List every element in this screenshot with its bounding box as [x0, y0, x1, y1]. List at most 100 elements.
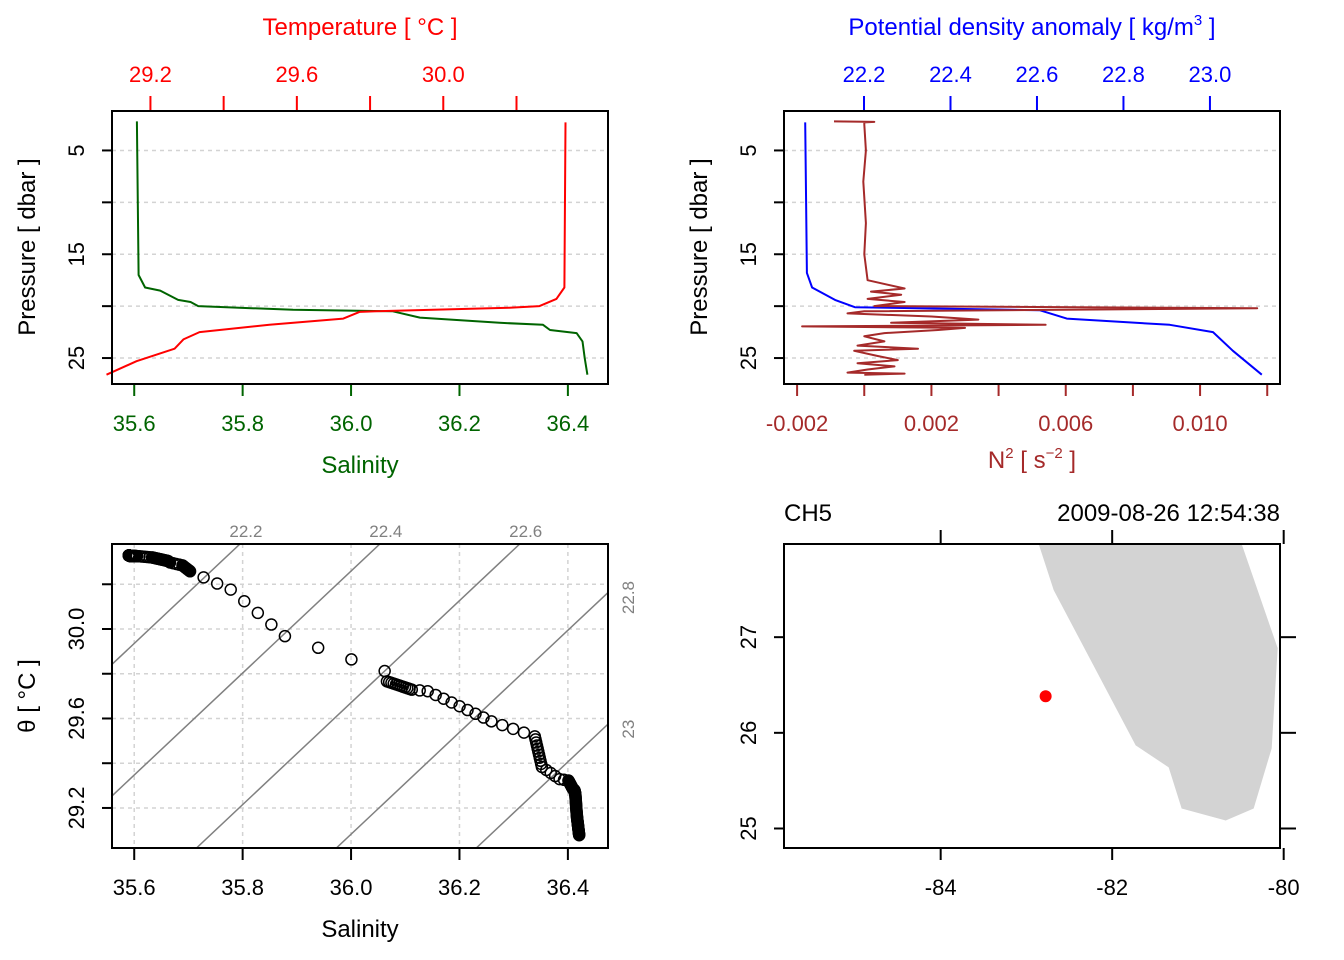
x-tick-label: -0.002	[766, 411, 828, 436]
lon-tick-label: -80	[1268, 875, 1300, 900]
x-tick-label: 35.8	[221, 411, 264, 436]
isopycnal-label: 22.2	[229, 522, 262, 541]
panel-ts-diagram: 22.2 22.4 22.6 22.8 23 35.6 35.8 36.0 36.2 36.4 29…	[14, 522, 638, 943]
profile-line	[801, 120, 1259, 376]
panel-salinity-temperature-profile: 5 15 25 35.6 35.8 36.0 36.2 36.4 29.2 29.6 30.0 Te…	[14, 14, 609, 479]
lat-tick-label: 25	[736, 816, 761, 840]
temperature-axis-title: Temperature [ °C ]	[263, 14, 458, 41]
top-tick-label: 22.6	[1016, 62, 1059, 87]
ts-point	[251, 606, 265, 620]
y-tick-label: 25	[736, 346, 761, 370]
pressure-axis-title: Pressure [ dbar ]	[14, 158, 41, 335]
station-datetime: 2009-08-26 12:54:38	[1057, 500, 1280, 527]
ts-point	[517, 726, 531, 739]
y-tick-label: 29.2	[64, 787, 89, 830]
plot-frame	[111, 543, 609, 849]
ts-point	[238, 595, 251, 608]
x-tick-label: 35.6	[113, 875, 156, 900]
n2-title-text: N	[988, 447, 1005, 474]
ts-point	[445, 696, 458, 709]
top-tick-label: 23.0	[1189, 62, 1232, 87]
x-tick-label: 0.002	[904, 411, 959, 436]
lat-tick-label: 26	[736, 721, 761, 745]
lat-tick-label: 27	[736, 625, 761, 649]
isopycnal-line	[112, 544, 381, 797]
ts-point	[278, 629, 292, 643]
ts-point	[405, 683, 419, 696]
ts-point	[210, 577, 224, 590]
ts-point	[485, 715, 498, 728]
ts-point	[429, 688, 442, 702]
x-tick-label: 35.6	[113, 411, 156, 436]
ts-point	[437, 692, 450, 705]
n2-axis-title: N2 [ s−2 ]	[988, 445, 1076, 474]
y-tick-label: 29.6	[64, 697, 89, 740]
density-axis-title: Potential density anomaly [ kg/m3 ]	[848, 12, 1215, 41]
ts-point	[461, 703, 474, 717]
ts-point	[496, 718, 509, 732]
profile-line	[135, 121, 589, 375]
ts-point	[469, 707, 482, 721]
lon-tick-label: -82	[1096, 875, 1128, 900]
top-tick-label: 22.2	[843, 62, 886, 87]
pressure-axis-title: Pressure [ dbar ]	[686, 158, 713, 335]
density-title-sup: 3	[1194, 12, 1202, 29]
profile-line	[106, 122, 567, 376]
station-name: CH5	[784, 500, 832, 527]
top-tick-label: 29.6	[275, 62, 318, 87]
n2-title-mid: [ s	[1014, 447, 1046, 474]
density-title-text: Potential density anomaly [ kg/m	[848, 14, 1194, 41]
x-tick-label: 36.0	[330, 411, 373, 436]
top-tick-label: 22.4	[929, 62, 972, 87]
top-tick-label: 29.2	[129, 62, 172, 87]
ts-point	[477, 711, 490, 724]
y-tick-label: 25	[64, 346, 89, 370]
x-tick-label: 36.2	[438, 875, 481, 900]
plot-frame	[111, 110, 609, 385]
y-tick-label: 15	[64, 242, 89, 266]
y-tick-label: 15	[736, 242, 761, 266]
plot-frame	[783, 110, 1281, 385]
isopycnal-label: 22.4	[369, 522, 402, 541]
lon-tick-label: -84	[925, 875, 957, 900]
panel-station-map: -84 -82 -80 25 26 27 CH5 2009-08-26 12:54:38	[736, 500, 1300, 900]
y-tick-label: 30.0	[64, 608, 89, 651]
profile-line	[804, 122, 1263, 376]
isopycnal-line	[195, 544, 521, 848]
isopycnal-label: 22.6	[509, 522, 542, 541]
salinity-axis-title: Salinity	[321, 452, 398, 479]
station-marker	[1039, 690, 1052, 703]
x-tick-label: 36.0	[330, 875, 373, 900]
plot-frame	[783, 543, 1281, 849]
ts-point	[197, 571, 210, 584]
ts-point	[506, 722, 520, 736]
ts-point	[413, 684, 426, 697]
salinity-axis-title: Salinity	[321, 916, 398, 943]
y-tick-label: 5	[64, 144, 89, 156]
x-tick-label: 0.010	[1173, 411, 1228, 436]
isopycnal-line	[112, 544, 242, 666]
n2-title-end: ]	[1063, 447, 1076, 474]
ts-point	[421, 684, 434, 698]
ts-point	[572, 828, 586, 842]
n2-title-sup2: −2	[1046, 445, 1063, 462]
ts-point	[453, 700, 466, 713]
n2-title-sup: 2	[1005, 445, 1013, 462]
isopycnal-label: 23	[619, 720, 638, 739]
panel-density-n2-profile: 5 15 25 -0.002 0.002 0.006 0.010 22.2 22.4 22.6 2 2…	[686, 12, 1281, 474]
x-tick-label: 36.4	[546, 411, 589, 436]
ts-point	[183, 565, 197, 578]
ts-point	[311, 641, 325, 655]
ts-point	[345, 653, 358, 666]
ts-point	[265, 618, 278, 631]
x-tick-label: 36.4	[546, 875, 589, 900]
density-title-end: ]	[1202, 14, 1215, 41]
isopycnal-label: 22.8	[619, 581, 638, 614]
top-tick-label: 30.0	[422, 62, 465, 87]
x-tick-label: 0.006	[1038, 411, 1093, 436]
y-tick-label: 5	[736, 144, 761, 156]
theta-axis-title: θ [ °C ]	[14, 659, 41, 733]
ts-point	[224, 583, 237, 596]
isopycnal-line	[335, 591, 608, 848]
